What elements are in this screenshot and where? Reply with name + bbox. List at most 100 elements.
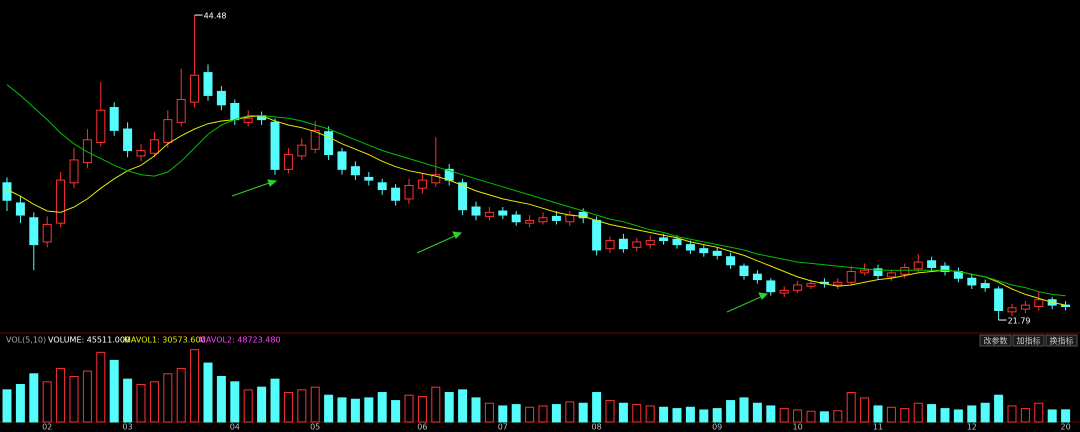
volume-bar [1047,409,1057,423]
volume-bar [190,349,200,423]
volume-bar [927,404,937,423]
volume-bar [243,389,253,423]
candle-body [123,128,133,152]
candle-body [927,260,937,268]
candle-body [190,74,200,103]
candle-body [538,217,548,223]
button-label[interactable]: 加指标 [1017,336,1041,346]
volume-bar [364,397,374,423]
candle-body [404,184,414,200]
x-tick-label: 12 [967,423,977,432]
volume-bar [752,402,762,423]
candle-body [659,237,669,242]
volume-bar [618,402,628,423]
candle-body [29,217,39,246]
vol-value: VOLUME: 45511.000 [48,336,130,345]
volume-bar [779,408,789,423]
arrow [231,181,273,197]
x-tick-label: 08 [592,423,602,432]
volume-bar [270,378,280,423]
x-tick-label: 20 [1061,423,1071,432]
volume-bar [431,386,441,423]
candle-body [1020,304,1030,310]
volume-bar [230,381,240,423]
candle-body [1007,307,1017,313]
candle-body [417,179,427,189]
x-tick-label: 11 [873,423,883,432]
volume-bar [632,404,642,423]
volume-bar [163,373,173,423]
volume-bar [766,405,776,423]
volume-bar [538,405,548,423]
candle-body [793,284,803,291]
button-label[interactable]: 换指标 [1050,336,1074,346]
volume-bar [149,381,159,423]
candle-body [779,289,789,294]
volume-bar [578,402,588,423]
candle-body [458,182,468,211]
candle-body [431,174,441,184]
volume-bar [203,362,213,423]
volume-bar [900,408,910,423]
volume-bar [659,406,669,423]
volume-bar [940,408,950,423]
moving-average [6,84,1066,297]
volume-bar [806,410,816,423]
candle-body [350,166,360,176]
candle-body [578,211,588,219]
volume-bar [29,373,39,423]
x-tick-label: 02 [42,423,52,432]
volume-bar [283,392,293,423]
candle-body [766,280,776,293]
min-label: 21.79 [1008,317,1031,326]
arrow-head [267,179,278,187]
mavol1: MAVOL1: 30573.600 [124,336,206,345]
volume-bar [2,389,12,423]
button[interactable] [979,334,1012,347]
candle-body [645,240,655,246]
candle-body [551,215,561,221]
arrows [231,179,769,313]
candle-body [391,187,401,201]
volume-bar [645,405,655,423]
x-tick-label: 09 [712,423,722,432]
candle-body [980,283,990,289]
x-tick-label: 05 [310,423,320,432]
volume-bar [444,392,454,423]
volume-bar [551,404,561,423]
volume-bar [136,384,146,423]
candle-body [846,271,856,283]
volume-bar [846,392,856,423]
candle-body [511,214,521,223]
arrow-head [758,292,769,300]
candle-body [605,240,615,250]
volume-bar [458,389,468,423]
candle-body [283,154,293,170]
volume-bar [860,397,870,423]
volume-bar [967,405,977,423]
volume-bar [1007,405,1017,423]
volume-bar [699,409,709,423]
candle-body [96,109,106,143]
candle-body [176,98,186,123]
volume-bar [980,402,990,423]
mavol2: MAVOL2: 48723.480 [199,336,281,345]
volume-bar [1034,402,1044,423]
volume-bar [176,367,186,423]
button[interactable] [1012,334,1045,347]
candle-body [685,244,695,251]
candle-body [525,219,535,224]
candle-body [270,121,280,170]
candle-body [149,139,159,154]
candle-body [15,202,25,216]
button[interactable] [1045,334,1078,347]
arrow [726,295,764,313]
button-label[interactable]: 改参数 [984,336,1008,346]
candle-body [471,206,481,216]
candle-body [940,265,950,273]
volume-bar [324,394,334,423]
volume-bar [994,394,1004,423]
candle-body [726,256,736,266]
volume-bar [69,375,79,423]
